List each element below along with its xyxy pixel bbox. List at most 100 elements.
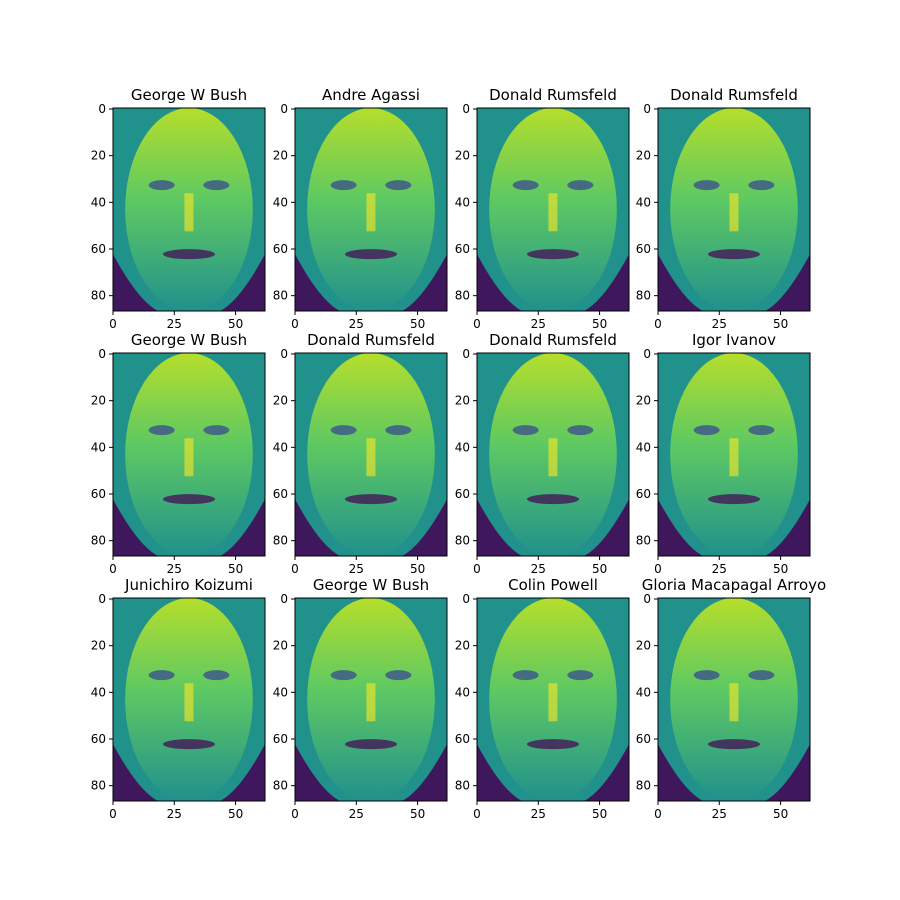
- x-tick-label: 50: [410, 317, 425, 331]
- y-tick-label: 60: [636, 732, 651, 746]
- y-tick-label: 40: [455, 195, 470, 209]
- face-panel: George W Bush 0 25 50 0 20 40 60 80: [273, 576, 448, 821]
- face-panel: Andre Agassi 0 25 50 0 20 40 60 80: [273, 86, 448, 331]
- x-tick-label: 0: [109, 317, 117, 331]
- x-tick-label: 25: [712, 317, 727, 331]
- x-tick-label: 0: [291, 562, 299, 576]
- x-tick-label: 0: [654, 562, 662, 576]
- axes-frame: [294, 107, 448, 312]
- x-tick-label: 50: [592, 317, 607, 331]
- y-tick-label: 60: [273, 487, 288, 501]
- x-tick-label: 0: [291, 807, 299, 821]
- y-tick-label: 20: [455, 639, 470, 653]
- y-tick-label: 20: [455, 394, 470, 408]
- y-tick-label: 0: [98, 592, 106, 606]
- y-tick-label: 0: [280, 592, 288, 606]
- y-tick-label: 0: [462, 102, 470, 116]
- panel-title: Donald Rumsfeld: [489, 331, 617, 349]
- y-tick-label: 80: [636, 534, 651, 548]
- x-tick-label: 25: [712, 807, 727, 821]
- y-tick-label: 20: [91, 149, 106, 163]
- face-image: [477, 108, 629, 311]
- face-image: [113, 598, 265, 801]
- face-image: [477, 353, 629, 556]
- axes-frame: [112, 107, 266, 312]
- axes-frame: [476, 107, 630, 312]
- y-tick-label: 80: [455, 779, 470, 793]
- face-image: [295, 353, 447, 556]
- panel-title: George W Bush: [313, 576, 429, 594]
- axes-frame: [657, 107, 811, 312]
- face-panel: Colin Powell 0 25 50 0 20 40 60 80: [455, 576, 630, 821]
- face-panel: George W Bush 0 25 50 0 20 40 60 80: [91, 86, 266, 331]
- y-tick-label: 0: [98, 347, 106, 361]
- y-tick-label: 80: [91, 289, 106, 303]
- face-panel: Donald Rumsfeld 0 25 50 0 20 40 60 80: [636, 86, 811, 331]
- y-tick-label: 20: [636, 639, 651, 653]
- x-tick-label: 25: [531, 562, 546, 576]
- y-tick-label: 80: [636, 779, 651, 793]
- x-tick-label: 50: [410, 807, 425, 821]
- axes-frame: [657, 352, 811, 557]
- face-panel: Junichiro Koizumi 0 25 50 0 20 40 60 80: [91, 576, 266, 821]
- y-tick-label: 0: [280, 347, 288, 361]
- y-tick-label: 60: [636, 242, 651, 256]
- x-tick-label: 50: [228, 807, 243, 821]
- y-tick-label: 60: [91, 242, 106, 256]
- y-tick-label: 60: [273, 242, 288, 256]
- x-tick-label: 50: [410, 562, 425, 576]
- y-tick-label: 0: [98, 102, 106, 116]
- y-tick-label: 80: [636, 289, 651, 303]
- x-tick-label: 25: [349, 562, 364, 576]
- x-tick-label: 50: [228, 562, 243, 576]
- y-tick-label: 0: [643, 102, 651, 116]
- y-tick-label: 60: [91, 487, 106, 501]
- y-tick-label: 60: [455, 487, 470, 501]
- y-tick-label: 80: [455, 534, 470, 548]
- axes-frame: [476, 597, 630, 802]
- y-tick-label: 20: [636, 394, 651, 408]
- axes-frame: [112, 352, 266, 557]
- y-tick-label: 40: [455, 440, 470, 454]
- y-tick-label: 60: [273, 732, 288, 746]
- x-tick-label: 25: [167, 807, 182, 821]
- y-tick-label: 40: [636, 440, 651, 454]
- panel-title: Igor Ivanov: [692, 331, 776, 349]
- x-tick-label: 25: [531, 807, 546, 821]
- axes-frame: [476, 352, 630, 557]
- axes-frame: [657, 597, 811, 802]
- x-tick-label: 0: [473, 317, 481, 331]
- y-tick-label: 80: [91, 779, 106, 793]
- face-image: [477, 598, 629, 801]
- y-tick-label: 20: [636, 149, 651, 163]
- x-tick-label: 50: [773, 807, 788, 821]
- face-panel: George W Bush 0 25 50 0 20 40 60 80: [91, 331, 266, 576]
- face-image: [295, 108, 447, 311]
- y-tick-label: 0: [462, 592, 470, 606]
- panel-title: Gloria Macapagal Arroyo: [642, 576, 826, 594]
- face-image: [113, 353, 265, 556]
- panel-title: George W Bush: [131, 86, 247, 104]
- y-tick-label: 40: [273, 685, 288, 699]
- y-tick-label: 60: [455, 242, 470, 256]
- y-tick-label: 40: [91, 685, 106, 699]
- y-tick-label: 20: [455, 149, 470, 163]
- y-tick-label: 20: [273, 149, 288, 163]
- x-tick-label: 0: [291, 317, 299, 331]
- y-tick-label: 20: [273, 639, 288, 653]
- x-tick-label: 50: [228, 317, 243, 331]
- y-tick-label: 80: [273, 534, 288, 548]
- x-tick-label: 50: [773, 317, 788, 331]
- y-tick-label: 60: [455, 732, 470, 746]
- x-tick-label: 25: [167, 562, 182, 576]
- y-tick-label: 20: [273, 394, 288, 408]
- face-panel: Donald Rumsfeld 0 25 50 0 20 40 60 80: [273, 331, 448, 576]
- face-panel: Igor Ivanov 0 25 50 0 20 40 60 80: [636, 331, 811, 576]
- face-image: [658, 598, 810, 801]
- x-tick-label: 50: [773, 562, 788, 576]
- panel-title: Colin Powell: [508, 576, 598, 594]
- y-tick-label: 40: [273, 440, 288, 454]
- x-tick-label: 0: [109, 807, 117, 821]
- y-tick-label: 60: [91, 732, 106, 746]
